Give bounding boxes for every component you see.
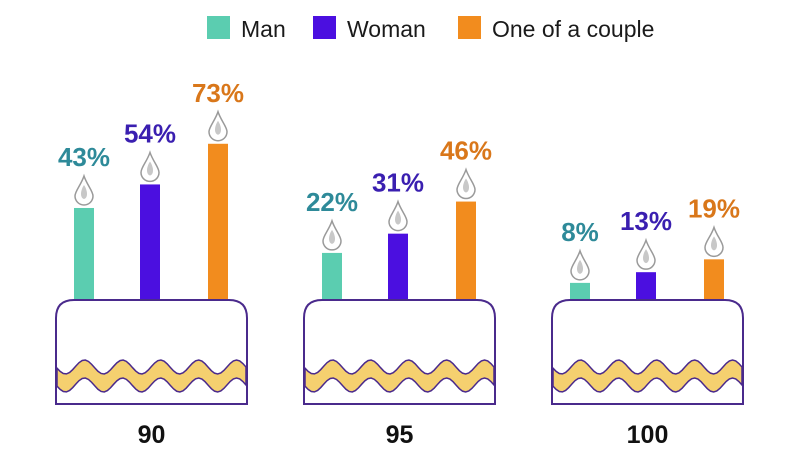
cake-group-90: 43% 54% 73% 90 [55,78,248,449]
cake-groups: 43% 54% 73% 90 22% 31% 46% 95 8% 13% 19% 100 [55,78,744,449]
value-label: 8% [561,217,599,247]
cake-cream-wave [56,359,247,393]
cake-group-100: 8% 13% 19% 100 [551,193,744,449]
candle-woman-90 [140,184,160,300]
category-label: 95 [386,421,414,449]
flame-inner-icon [711,236,717,251]
legend-label-2: One of a couple [492,16,654,42]
cake-cream-wave [304,359,495,393]
legend-swatch-2 [458,16,481,39]
legend: Man Woman One of a couple [207,16,654,42]
category-label: 100 [627,421,669,449]
legend-swatch-1 [313,16,336,39]
value-label: 22% [306,187,358,217]
candle-woman-95 [388,233,408,300]
cake-group-95: 22% 31% 46% 95 [303,136,496,449]
category-label: 90 [138,421,166,449]
flame-inner-icon [577,259,583,274]
value-label: 73% [192,78,244,108]
legend-label-0: Man [241,16,286,42]
flame-inner-icon [147,161,153,176]
value-label: 19% [688,193,740,223]
cake-cream-wave [552,359,743,393]
candle-one-of-a-couple-90 [208,143,228,300]
flame-inner-icon [81,184,87,199]
value-label: 13% [620,206,672,236]
flame-inner-icon [463,178,469,193]
candle-one-of-a-couple-100 [704,259,724,300]
candle-man-90 [74,207,94,300]
flame-inner-icon [395,210,401,225]
legend-swatch-0 [207,16,230,39]
candle-one-of-a-couple-95 [456,201,476,300]
value-label: 46% [440,136,492,166]
candle-man-100 [570,282,590,300]
flame-inner-icon [215,120,221,135]
flame-inner-icon [643,249,649,264]
value-label: 31% [372,168,424,198]
candle-woman-100 [636,272,656,300]
candle-man-95 [322,252,342,300]
flame-inner-icon [329,229,335,244]
legend-label-1: Woman [347,16,426,42]
value-label: 43% [58,142,110,172]
value-label: 54% [124,118,176,148]
